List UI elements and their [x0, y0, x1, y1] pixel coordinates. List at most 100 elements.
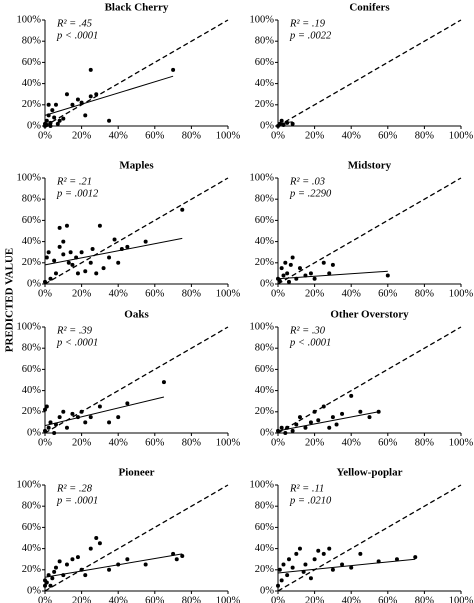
point	[83, 420, 88, 425]
point	[171, 67, 176, 72]
point	[79, 409, 84, 414]
annotation: p = .0210	[289, 495, 332, 506]
point	[57, 225, 62, 230]
point	[52, 115, 57, 120]
point	[88, 260, 93, 265]
x-tick-label: 80%	[415, 437, 435, 448]
point	[277, 278, 282, 283]
x-tick-label: 20%	[305, 595, 325, 603]
point	[116, 260, 121, 265]
panel-title: Oaks	[124, 309, 149, 321]
y-tick-label: 0%	[27, 427, 41, 438]
point	[94, 92, 99, 97]
point	[308, 576, 313, 581]
y-tick-label: 80%	[255, 36, 275, 47]
point	[50, 108, 55, 113]
fit-line	[44, 237, 183, 266]
y-tick-label: 0%	[27, 278, 41, 289]
point	[57, 244, 62, 249]
x-tick-label: 100%	[449, 437, 474, 448]
x-tick-label: 60%	[378, 130, 398, 141]
point	[285, 271, 290, 276]
point	[46, 250, 51, 255]
annotation: p < .0001	[56, 30, 98, 41]
point	[57, 415, 62, 420]
point	[43, 279, 47, 284]
point	[97, 404, 102, 409]
reference-line	[277, 326, 462, 434]
point	[44, 580, 49, 585]
point	[180, 554, 185, 559]
point	[64, 223, 69, 228]
point	[312, 276, 317, 281]
point	[88, 67, 93, 72]
y-tick-label: 20%	[255, 406, 275, 417]
point	[74, 255, 79, 260]
reference-line	[277, 177, 462, 285]
y-tick-label: 40%	[22, 236, 42, 247]
x-tick-label: 20%	[305, 437, 325, 448]
y-tick-label: 0%	[260, 427, 274, 438]
point	[125, 244, 130, 249]
y-tick-label: 100%	[17, 321, 42, 332]
point	[294, 422, 299, 427]
point	[276, 583, 280, 588]
x-tick-label: 20%	[72, 288, 92, 299]
point	[66, 260, 71, 265]
y-tick-label: 100%	[250, 172, 275, 183]
y-tick-label: 60%	[255, 57, 275, 68]
point	[44, 122, 49, 127]
point	[294, 551, 299, 556]
annotation: R² = .19	[289, 18, 326, 29]
point	[297, 546, 302, 551]
point	[75, 97, 80, 102]
point	[279, 118, 284, 123]
point	[290, 565, 295, 570]
x-tick-label: 0%	[38, 437, 52, 448]
y-tick-label: 20%	[22, 564, 42, 575]
point	[358, 409, 363, 414]
point	[61, 252, 66, 257]
point	[143, 239, 148, 244]
reference-line	[277, 19, 462, 127]
y-tick-label: 40%	[255, 543, 275, 554]
annotation: R² = .11	[289, 483, 324, 494]
fit-line	[277, 411, 379, 432]
x-tick-label: 80%	[182, 130, 202, 141]
fit-line	[44, 396, 165, 427]
point	[281, 562, 286, 567]
x-tick-label: 40%	[109, 130, 129, 141]
point	[43, 407, 47, 412]
x-tick-label: 20%	[305, 288, 325, 299]
y-tick-label: 60%	[22, 215, 42, 226]
point	[303, 273, 308, 278]
point	[61, 239, 66, 244]
x-tick-label: 60%	[145, 130, 165, 141]
x-tick-label: 100%	[449, 595, 474, 603]
point	[46, 113, 51, 118]
annotation: R² = .45	[56, 18, 92, 29]
point	[327, 425, 332, 430]
point	[316, 418, 321, 423]
point	[330, 567, 335, 572]
annotation: p = .0012	[56, 188, 99, 199]
y-tick-label: 40%	[22, 385, 42, 396]
x-tick-label: 0%	[271, 288, 285, 299]
point	[283, 431, 288, 435]
point	[303, 562, 308, 567]
panel-title: Black Cherry	[105, 2, 169, 14]
point	[125, 557, 130, 562]
y-tick-label: 100%	[17, 479, 42, 490]
y-tick-label: 80%	[255, 343, 275, 354]
panel-title: Yellow-poplar	[337, 467, 403, 479]
point	[48, 420, 53, 425]
y-tick-label: 60%	[22, 522, 42, 533]
y-tick-label: 100%	[250, 14, 275, 25]
point	[321, 260, 326, 265]
point	[88, 415, 93, 420]
panel-title: Pioneer	[118, 467, 154, 479]
point	[53, 565, 58, 570]
y-tick-label: 100%	[250, 321, 275, 332]
y-tick-label: 40%	[255, 78, 275, 89]
point	[61, 573, 66, 578]
